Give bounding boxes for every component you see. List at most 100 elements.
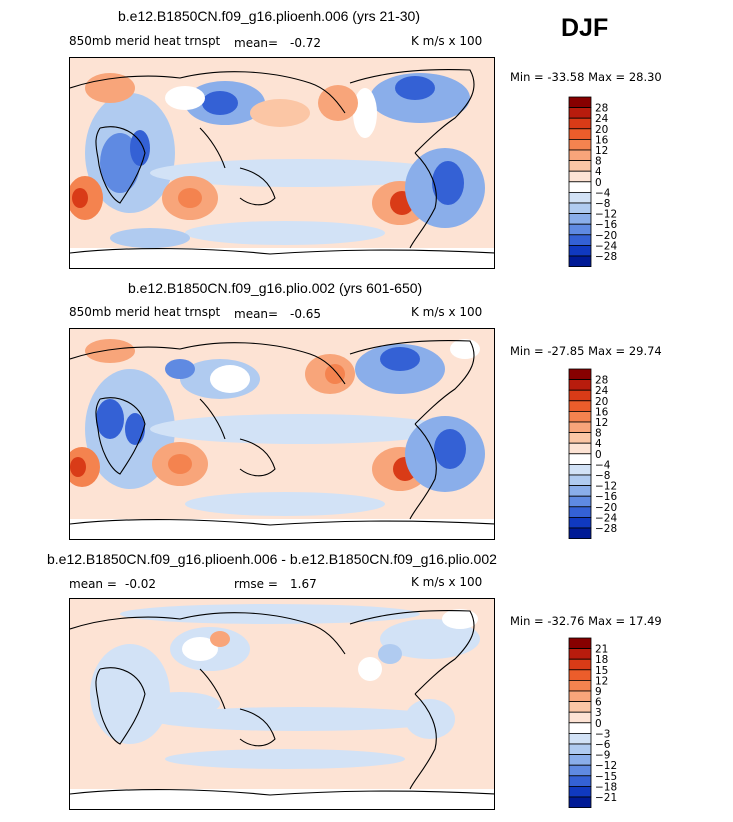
- colorbar-tick-label: −8: [595, 470, 610, 482]
- colorbar-swatch: [568, 754, 592, 766]
- panel-2-colorbar: 28 24 20 16 12 8 4 0 −4 −8 −12 −16 −20 −24 −28: [568, 368, 629, 541]
- colorbar-swatch: [568, 107, 592, 119]
- colorbar-tick-label: −24: [595, 240, 617, 252]
- colorbar-tick-label: −28: [595, 251, 617, 263]
- colorbar-swatch: [568, 411, 592, 423]
- colorbar-swatch: [568, 690, 592, 703]
- colorbar-tick-label: 0: [595, 449, 602, 461]
- panel-2-mean-value: -0.65: [290, 307, 322, 321]
- panel-1-minmax: Min = -33.58 Max = 28.30: [510, 70, 662, 84]
- colorbar-tick-label: 24: [595, 385, 609, 397]
- min-label: Min =: [510, 344, 544, 358]
- colorbar-swatch: [568, 506, 592, 518]
- min-label: Min =: [510, 70, 544, 84]
- colorbar-tick-label: −8: [595, 198, 610, 210]
- panel-3-rmse-label: rmse =: [234, 577, 278, 591]
- colorbar-tick-label: 3: [595, 707, 602, 719]
- coastline-outlines-panel-2: [70, 340, 494, 526]
- colorbar-tick-label: 28: [595, 103, 608, 115]
- colorbar-swatch: [568, 139, 592, 151]
- colorbar-tick-label: 8: [595, 156, 602, 168]
- colorbar-swatch: [568, 160, 592, 172]
- colorbar-swatch: [568, 743, 592, 756]
- colorbar-swatch: [568, 722, 592, 734]
- colorbar-swatch: [568, 680, 592, 692]
- colorbar-tick-label: −3: [595, 728, 610, 740]
- panel-2-title: b.e12.B1850CN.f09_g16.plio.002 (yrs 601-…: [128, 280, 423, 296]
- colorbar-tick-label: 0: [595, 177, 602, 189]
- colorbar-swatch: [568, 181, 592, 193]
- colorbar-tick-label: 18: [595, 654, 608, 666]
- colorbar-swatch: [568, 785, 592, 798]
- colorbar-tick-label: 15: [595, 665, 608, 677]
- colorbar-tick-label: −4: [595, 459, 611, 471]
- max-value: 17.49: [628, 614, 662, 628]
- coastline-outlines-panel-1: [70, 69, 494, 255]
- panel-1-units: K m/s x 100: [411, 34, 483, 48]
- colorbar-tick-label: −9: [595, 750, 610, 762]
- panel-2-units: K m/s x 100: [411, 305, 483, 319]
- min-label: Min =: [510, 614, 544, 628]
- panel-1-title: b.e12.B1850CN.f09_g16.plioenh.006 (yrs 2…: [118, 8, 420, 24]
- colorbar-swatch: [568, 658, 592, 671]
- coastline-outlines-panel-3: [70, 610, 494, 796]
- colorbar-tick-label: −16: [595, 491, 617, 503]
- colorbar-swatch: [568, 775, 592, 787]
- colorbar-tick-label: 12: [595, 145, 608, 157]
- colorbar-tick-label: 20: [595, 124, 608, 136]
- colorbar-swatch: [568, 368, 592, 381]
- anomaly-blobs-panel-2: [70, 339, 494, 539]
- anomaly-blobs-panel-1: [70, 73, 494, 268]
- max-label: Max =: [588, 614, 626, 628]
- colorbar-swatch: [568, 733, 592, 745]
- min-value: -32.76: [547, 614, 585, 628]
- colorbar-swatch: [568, 648, 592, 660]
- colorbar-swatch: [568, 516, 592, 529]
- colorbar-tick-label: −15: [595, 771, 617, 783]
- panel-3-mean-label: mean =: [69, 577, 117, 591]
- colorbar-swatch: [568, 701, 592, 713]
- colorbar-tick-label: −12: [595, 481, 617, 493]
- colorbar-swatch: [568, 421, 592, 434]
- colorbar-tick-label: −28: [595, 523, 617, 535]
- colorbar-tick-label: 8: [595, 428, 602, 440]
- colorbar-swatch: [568, 379, 592, 391]
- colorbar-tick-label: 24: [595, 113, 609, 125]
- colorbar-tick-label: 0: [595, 718, 602, 730]
- panel-2-mean-label: mean=: [234, 307, 279, 321]
- panel-1-mean-label: mean=: [234, 36, 279, 50]
- panel-3-title: b.e12.B1850CN.f09_g16.plioenh.006 - b.e1…: [47, 551, 497, 567]
- colorbar-swatch: [568, 495, 592, 508]
- colorbar-tick-label: −24: [595, 512, 617, 524]
- colorbar-swatch: [568, 223, 592, 236]
- colorbar-swatch: [568, 442, 592, 455]
- colorbar-swatch: [568, 234, 592, 246]
- colorbar-swatch: [568, 485, 592, 497]
- colorbar-tick-label: 20: [595, 396, 608, 408]
- colorbar-swatch: [568, 244, 592, 257]
- max-label: Max =: [588, 70, 626, 84]
- colorbar-tick-label: 21: [595, 644, 608, 656]
- colorbar-swatch: [568, 170, 592, 183]
- panel-1-colorbar: 28 24 20 16 12 8 4 0 −4 −8 −12 −16 −20 −24 −28: [568, 96, 629, 269]
- colorbar-tick-label: 12: [595, 417, 608, 429]
- colorbar-swatch: [568, 669, 592, 681]
- colorbar-swatch: [568, 149, 592, 162]
- colorbar-swatch: [568, 128, 592, 140]
- panel-3-units: K m/s x 100: [411, 575, 483, 589]
- panel-1-map: [69, 57, 495, 269]
- max-label: Max =: [588, 344, 626, 358]
- colorbar-tick-label: 28: [595, 375, 608, 387]
- colorbar-tick-label: −6: [595, 739, 611, 751]
- colorbar-tick-label: −12: [595, 209, 617, 221]
- panel-2-minmax: Min = -27.85 Max = 29.74: [510, 344, 662, 358]
- colorbar-swatch: [568, 255, 592, 268]
- panel-3-rmse-value: 1.67: [290, 577, 317, 591]
- colorbar-tick-label: 16: [595, 406, 609, 418]
- colorbar-swatch: [568, 796, 592, 809]
- colorbar-tick-label: 4: [595, 166, 602, 178]
- colorbar-swatch: [568, 711, 592, 724]
- colorbar-swatch: [568, 192, 592, 204]
- colorbar-swatch: [568, 527, 592, 540]
- min-value: -33.58: [547, 70, 585, 84]
